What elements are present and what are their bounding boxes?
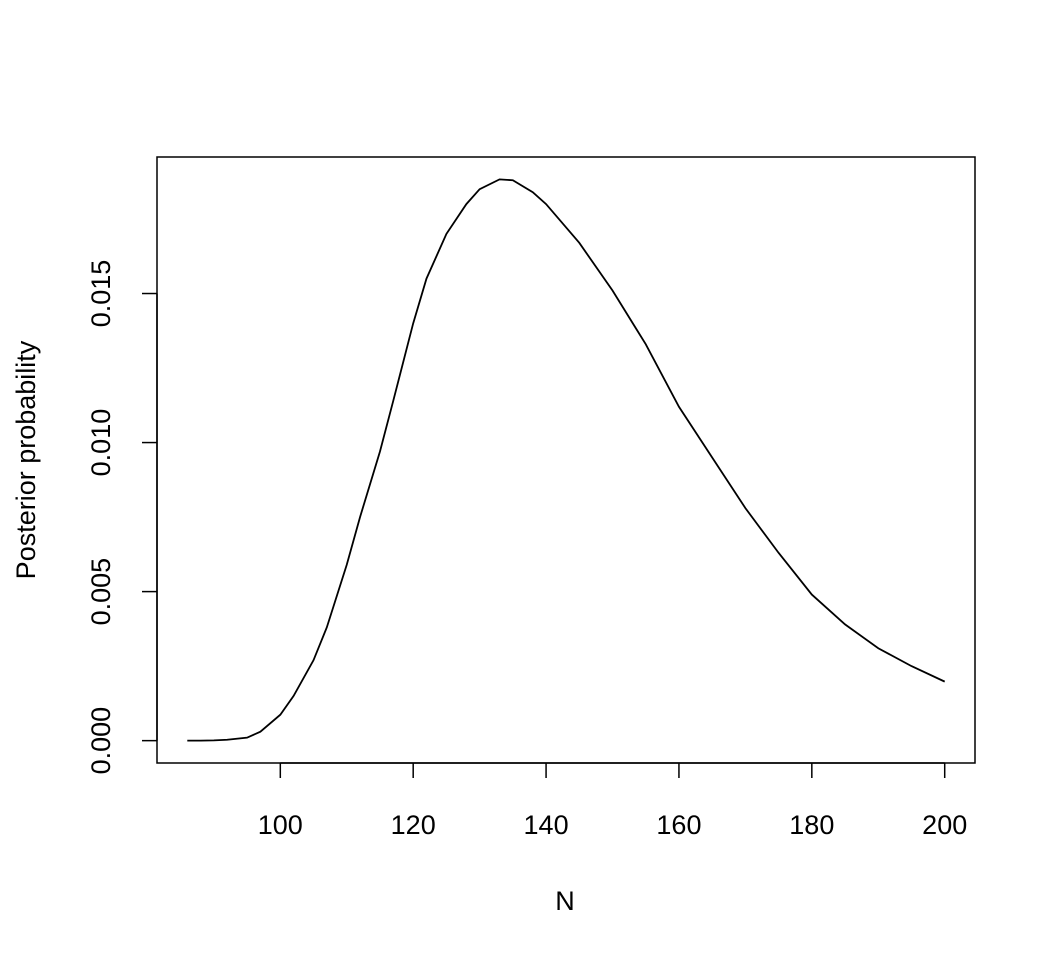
y-axis-label: Posterior probability [11, 340, 41, 579]
y-tick-label: 0.010 [86, 409, 116, 477]
plot-frame [156, 156, 976, 764]
data-line [187, 178, 946, 742]
y-tick-label: 0.000 [86, 707, 116, 775]
x-tick-label: 180 [789, 810, 834, 840]
x-tick-label: 160 [656, 810, 701, 840]
x-tick-label: 120 [391, 810, 436, 840]
x-tick-label: 100 [258, 810, 303, 840]
y-tick-label: 0.015 [86, 260, 116, 328]
x-tick-label: 200 [922, 810, 967, 840]
x-tick-label: 140 [524, 810, 569, 840]
y-tick-label: 0.005 [86, 558, 116, 626]
x-axis-label: N [555, 886, 575, 916]
